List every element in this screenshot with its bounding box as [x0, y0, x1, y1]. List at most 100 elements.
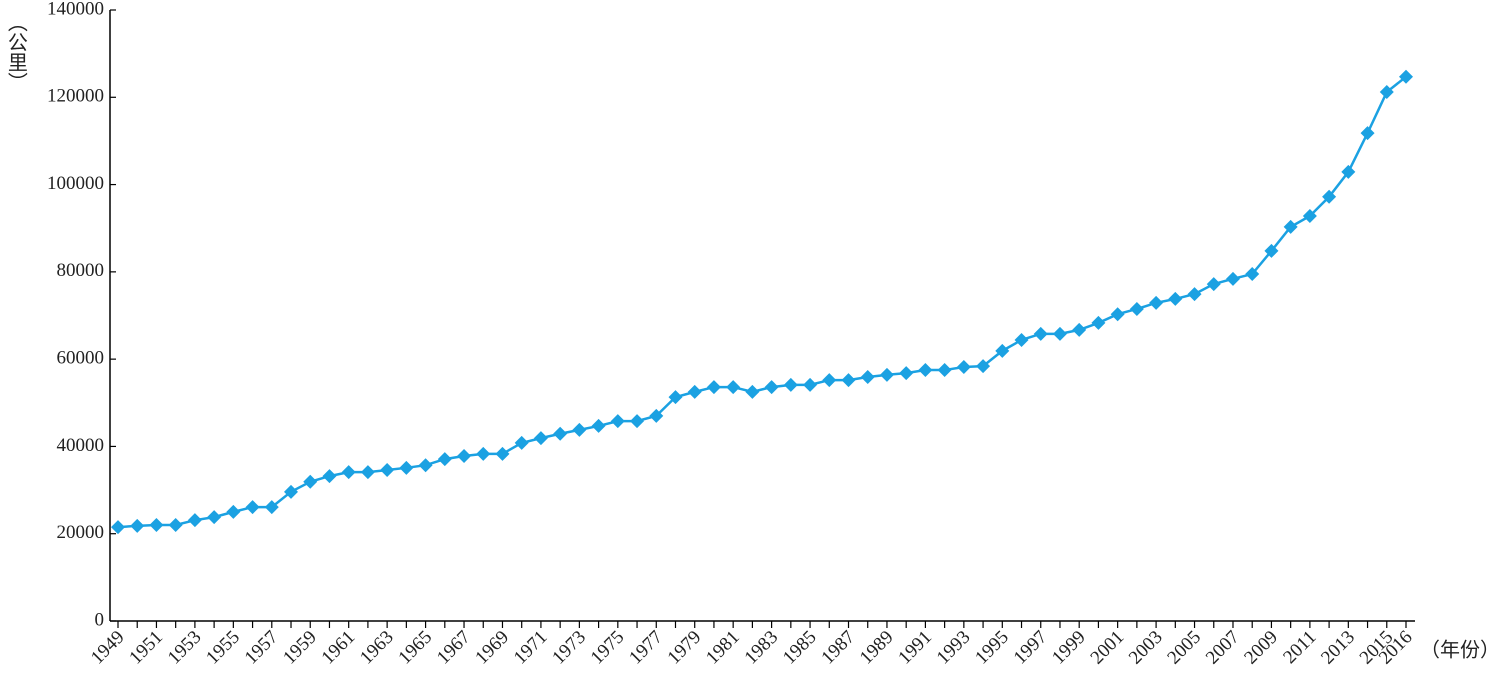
marker	[1149, 295, 1164, 310]
marker	[745, 384, 760, 399]
marker	[1168, 291, 1183, 306]
x-tick-label: 2009	[1240, 627, 1282, 669]
marker	[1360, 126, 1375, 141]
marker	[803, 377, 818, 392]
marker	[437, 452, 452, 467]
marker	[1341, 164, 1356, 179]
marker	[668, 390, 683, 405]
marker	[303, 474, 318, 489]
marker	[322, 469, 337, 484]
x-tick-label: 1991	[894, 627, 936, 669]
marker	[841, 373, 856, 388]
x-tick-label: 1963	[356, 627, 398, 669]
marker	[380, 462, 395, 477]
y-tick-label: 40000	[57, 435, 105, 456]
x-tick-label: 1985	[779, 627, 821, 669]
marker	[514, 435, 529, 450]
x-tick-label: 1965	[394, 627, 436, 669]
x-tick-label: 1997	[1010, 627, 1052, 669]
marker	[341, 465, 356, 480]
x-tick-label: 1987	[817, 627, 859, 669]
line	[117, 75, 1407, 529]
marker	[783, 377, 798, 392]
marker	[937, 363, 952, 378]
x-tick-label: 2001	[1087, 627, 1129, 669]
x-tick-label: 1977	[625, 627, 667, 669]
marker	[1052, 326, 1067, 341]
x-tick-label: 1999	[1048, 627, 1090, 669]
marker	[149, 517, 164, 532]
marker	[630, 414, 645, 429]
x-tick-label: 2011	[1279, 627, 1320, 668]
x-axis-label: （年份）	[1420, 639, 1500, 662]
x-tick-label: 1979	[664, 627, 706, 669]
y-tick-label: 140000	[47, 0, 104, 19]
marker	[418, 458, 433, 473]
x-tick-label: 1957	[241, 627, 283, 669]
marker	[956, 359, 971, 374]
y-tick-label: 120000	[47, 86, 104, 107]
marker	[976, 359, 991, 374]
marker	[1091, 315, 1106, 330]
marker	[553, 426, 568, 441]
x-tick-label: 1953	[164, 627, 206, 669]
x-tick-label: 2007	[1202, 627, 1244, 669]
marker	[687, 384, 702, 399]
x-tick-label: 1959	[279, 627, 321, 669]
x-tick-label: 1975	[587, 627, 629, 669]
x-tick-label: 1955	[202, 627, 244, 669]
marker	[187, 513, 202, 528]
marker	[264, 500, 279, 515]
marker	[399, 460, 414, 475]
marker	[706, 380, 721, 395]
x-tick-label: 1993	[933, 627, 975, 669]
marker	[1014, 332, 1029, 347]
marker	[245, 500, 260, 515]
marker	[207, 510, 222, 525]
y-tick-label: 100000	[47, 173, 104, 194]
marker	[284, 484, 299, 499]
x-tick-label: 1989	[856, 627, 898, 669]
x-tick-label: 2003	[1125, 627, 1167, 669]
marker	[1206, 277, 1221, 292]
marker	[1302, 208, 1317, 223]
marker	[879, 367, 894, 382]
y-axis-label: （公里）	[4, 12, 27, 92]
x-tick-label: 2013	[1317, 627, 1359, 669]
marker	[226, 504, 241, 519]
marker	[610, 414, 625, 429]
marker	[1283, 219, 1298, 234]
marker	[572, 422, 587, 437]
marker	[1225, 271, 1240, 286]
x-tick-label: 1951	[125, 627, 167, 669]
marker	[1129, 301, 1144, 316]
marker	[1072, 322, 1087, 337]
marker	[111, 520, 125, 535]
marker	[899, 366, 914, 381]
x-tick-label: 1969	[471, 627, 513, 669]
x-tick-label: 1983	[741, 627, 783, 669]
marker	[533, 431, 548, 446]
marker	[649, 408, 664, 423]
marker	[995, 343, 1010, 358]
marker	[918, 363, 933, 378]
marker	[591, 418, 606, 433]
marker	[168, 517, 183, 532]
x-tick-label: 1967	[433, 627, 475, 669]
x-tick-label: 1981	[702, 627, 744, 669]
y-tick-label: 60000	[57, 348, 105, 369]
marker	[457, 449, 472, 464]
marker	[1033, 326, 1048, 341]
x-tick-label: 2005	[1163, 627, 1205, 669]
x-tick-label: 1973	[548, 627, 590, 669]
marker	[1110, 307, 1125, 322]
marker	[1322, 189, 1337, 204]
marker	[130, 518, 145, 533]
y-tick-label: 20000	[57, 522, 105, 543]
marker	[822, 373, 837, 388]
marker	[764, 380, 779, 395]
marker	[1264, 243, 1279, 258]
marker	[1187, 287, 1202, 302]
marker	[360, 465, 375, 480]
